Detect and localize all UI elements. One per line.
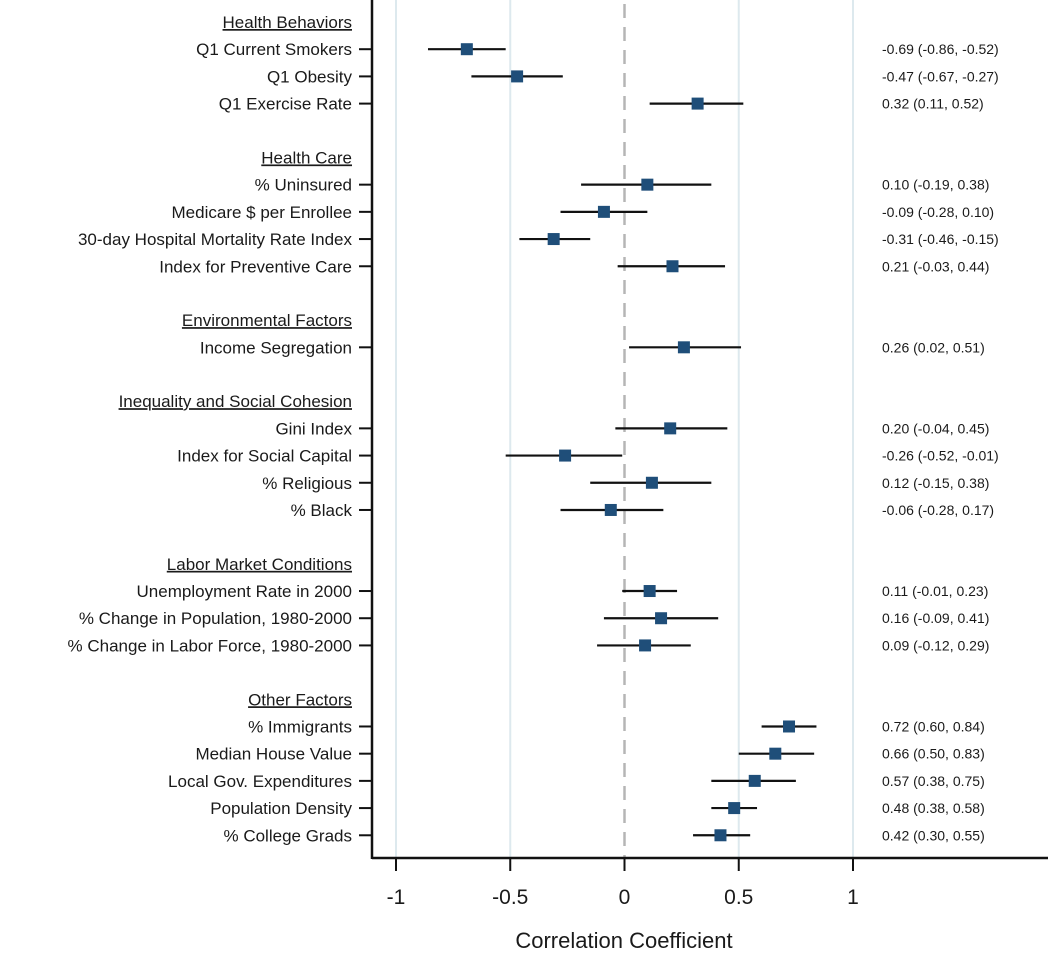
point-estimate-marker — [460, 43, 473, 56]
point-estimate-marker — [511, 70, 524, 83]
category-label: Medicare $ per Enrollee — [172, 203, 352, 222]
label-layer: Health Behaviors Q1 Current Smokers -0.69 … — [68, 13, 999, 845]
group-label: Other Factors — [248, 690, 352, 709]
group-label: Health Behaviors — [223, 13, 352, 32]
category-label: Median House Value — [195, 745, 352, 764]
category-label: Index for Social Capital — [177, 447, 352, 466]
point-estimate-marker — [559, 449, 572, 462]
category-label: % Change in Labor Force, 1980-2000 — [68, 636, 352, 655]
estimate-ci-label: 0.66 (0.50, 0.83) — [882, 746, 985, 762]
category-label: Unemployment Rate in 2000 — [137, 582, 352, 601]
point-estimate-marker — [783, 720, 796, 733]
group-label: Health Care — [261, 148, 352, 167]
estimate-ci-label: 0.16 (-0.09, 0.41) — [882, 610, 989, 626]
estimate-ci-label: -0.26 (-0.52, -0.01) — [882, 448, 999, 464]
category-label: Gini Index — [275, 419, 352, 438]
category-label: 30-day Hospital Mortality Rate Index — [78, 230, 353, 249]
category-label: Index for Preventive Care — [159, 257, 352, 276]
point-estimate-marker — [677, 341, 690, 354]
group-label: Labor Market Conditions — [167, 555, 352, 574]
category-label: % Immigrants — [248, 717, 352, 736]
axis-layer: -1 -0.5 0 0.5 1 — [359, 0, 1048, 909]
estimate-ci-label: 0.09 (-0.12, 0.29) — [882, 637, 989, 653]
point-estimate-marker — [643, 585, 656, 598]
x-tick-label: -0.5 — [492, 886, 528, 909]
x-tick-label: -1 — [387, 886, 406, 909]
estimate-ci-label: -0.09 (-0.28, 0.10) — [882, 204, 994, 220]
estimate-ci-label: -0.47 (-0.67, -0.27) — [882, 68, 999, 84]
x-axis-title: Correlation Coefficient — [515, 928, 732, 953]
category-label: Income Segregation — [200, 338, 352, 357]
estimate-ci-label: -0.31 (-0.46, -0.15) — [882, 231, 999, 247]
point-estimate-marker — [597, 205, 610, 218]
point-estimate-marker — [748, 774, 761, 787]
category-label: Population Density — [210, 799, 352, 818]
estimate-ci-label: 0.11 (-0.01, 0.23) — [882, 583, 988, 599]
grid-layer — [395, 0, 854, 858]
estimate-ci-label: 0.12 (-0.15, 0.38) — [882, 475, 989, 491]
category-label: % Uninsured — [255, 176, 352, 195]
category-label: Local Gov. Expenditures — [168, 772, 352, 791]
point-estimate-marker — [714, 829, 727, 842]
group-label: Inequality and Social Cohesion — [119, 392, 352, 411]
point-estimate-marker — [769, 747, 782, 760]
category-label: Q1 Obesity — [267, 67, 353, 86]
estimate-ci-label: 0.20 (-0.04, 0.45) — [882, 420, 989, 436]
estimate-ci-label: 0.26 (0.02, 0.51) — [882, 339, 985, 355]
estimate-ci-label: 0.10 (-0.19, 0.38) — [882, 177, 989, 193]
category-label: % Change in Population, 1980-2000 — [79, 609, 352, 628]
point-estimate-marker — [604, 503, 617, 516]
point-estimate-marker — [645, 476, 658, 489]
point-estimate-marker — [666, 260, 679, 273]
point-estimate-marker — [655, 612, 668, 625]
group-label: Environmental Factors — [182, 311, 352, 330]
estimate-ci-label: -0.69 (-0.86, -0.52) — [882, 41, 999, 57]
estimate-ci-label: 0.72 (0.60, 0.84) — [882, 718, 985, 734]
x-tick-label: 0 — [619, 886, 631, 909]
category-label: % Religious — [262, 474, 352, 493]
category-label: % Black — [291, 501, 353, 520]
category-label: % College Grads — [223, 826, 352, 845]
x-tick-label: 0.5 — [724, 886, 753, 909]
estimate-ci-label: 0.57 (0.38, 0.75) — [882, 773, 985, 789]
point-estimate-marker — [547, 233, 560, 246]
estimate-ci-label: 0.42 (0.30, 0.55) — [882, 827, 985, 843]
estimate-ci-label: 0.48 (0.38, 0.58) — [882, 800, 985, 816]
x-tick-label: 1 — [847, 886, 859, 909]
estimate-ci-label: 0.32 (0.11, 0.52) — [882, 96, 984, 112]
point-estimate-marker — [691, 97, 704, 110]
point-estimate-marker — [664, 422, 677, 435]
point-estimate-marker — [728, 802, 741, 815]
estimate-ci-label: 0.21 (-0.03, 0.44) — [882, 258, 989, 274]
category-label: Q1 Current Smokers — [196, 40, 352, 59]
category-label: Q1 Exercise Rate — [219, 95, 352, 114]
mark-layer — [427, 43, 817, 842]
point-estimate-marker — [639, 639, 652, 652]
point-estimate-marker — [641, 178, 654, 191]
estimate-ci-label: -0.06 (-0.28, 0.17) — [882, 502, 994, 518]
